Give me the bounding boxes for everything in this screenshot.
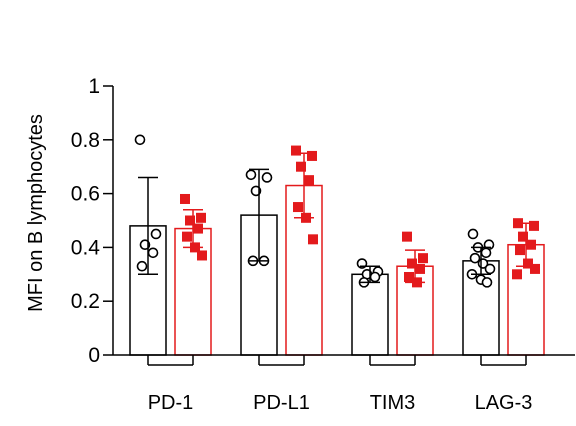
bar-TIM3-series1	[351, 273, 389, 356]
x-axis: PD-1 PD-L1 TIM3 LAG-3	[113, 354, 575, 414]
data-point-PD-L1-series2	[307, 150, 317, 161]
data-point-LAG-3-series1	[469, 252, 481, 264]
data-point-PD-1-series2	[180, 193, 190, 204]
bar-LAG-3-series2	[507, 243, 545, 356]
y-axis-title: MFI on B lymphocytes	[25, 114, 47, 312]
data-point-TIM3-series2	[404, 271, 414, 282]
x-category-label: PD-1	[148, 392, 194, 414]
error-bars	[138, 152, 536, 284]
data-point-LAG-3-series2	[529, 220, 539, 231]
data-point-LAG-3-series2	[512, 269, 522, 280]
data-point-TIM3-series2	[407, 258, 417, 269]
x-category-label: TIM3	[370, 392, 416, 414]
data-point-PD-L1-series2	[308, 234, 318, 245]
data-point-PD-1-series1	[136, 260, 148, 272]
y-tick-label: 1	[88, 75, 100, 98]
data-point-PD-1-series2	[193, 223, 203, 234]
data-point-PD-L1-series2	[291, 145, 301, 156]
data-point-TIM3-series2	[415, 263, 425, 274]
data-point-LAG-3-series2	[530, 263, 540, 274]
data-point-PD-L1-series2	[304, 175, 314, 186]
y-tick-label: 0.4	[71, 236, 101, 259]
data-point-LAG-3-series2	[518, 231, 528, 242]
data-point-TIM3-series2	[402, 231, 412, 242]
data-point-PD-1-series1	[150, 228, 162, 240]
data-point-PD-L1-series2	[296, 161, 306, 172]
data-point-PD-1-series1	[134, 134, 146, 146]
data-point-PD-L1-series2	[293, 202, 303, 213]
x-category-label: PD-L1	[253, 392, 310, 414]
y-tick-label: 0.6	[71, 183, 100, 206]
data-point-LAG-3-series2	[515, 245, 525, 256]
y-tick-label: 0	[88, 344, 100, 367]
data-point-PD-L1-series1	[261, 172, 273, 183]
x-category-label: LAG-3	[475, 392, 533, 414]
data-point-PD-L1-series1	[245, 169, 257, 181]
data-point-LAG-3-series1	[467, 228, 479, 240]
data-point-PD-1-series2	[196, 212, 206, 223]
data-point-LAG-3-series1	[480, 247, 492, 259]
data-point-LAG-3-series1	[481, 277, 493, 288]
bars	[129, 184, 545, 356]
data-point-PD-1-series2	[197, 250, 207, 261]
y-tick-label: 0.2	[71, 290, 100, 313]
data-point-TIM3-series1	[369, 271, 381, 283]
y-axis: 0 0.2 0.4 0.6 0.8 1	[71, 75, 114, 367]
y-tick-label: 0.8	[71, 129, 100, 152]
data-point-LAG-3-series2	[523, 258, 533, 269]
data-point-TIM3-series2	[418, 253, 428, 264]
data-point-PD-1-series1	[147, 247, 159, 259]
data-point-LAG-3-series1	[484, 263, 496, 275]
data-point-PD-1-series2	[185, 215, 195, 226]
data-point-LAG-3-series2	[526, 239, 536, 250]
data-point-PD-1-series2	[182, 231, 192, 242]
